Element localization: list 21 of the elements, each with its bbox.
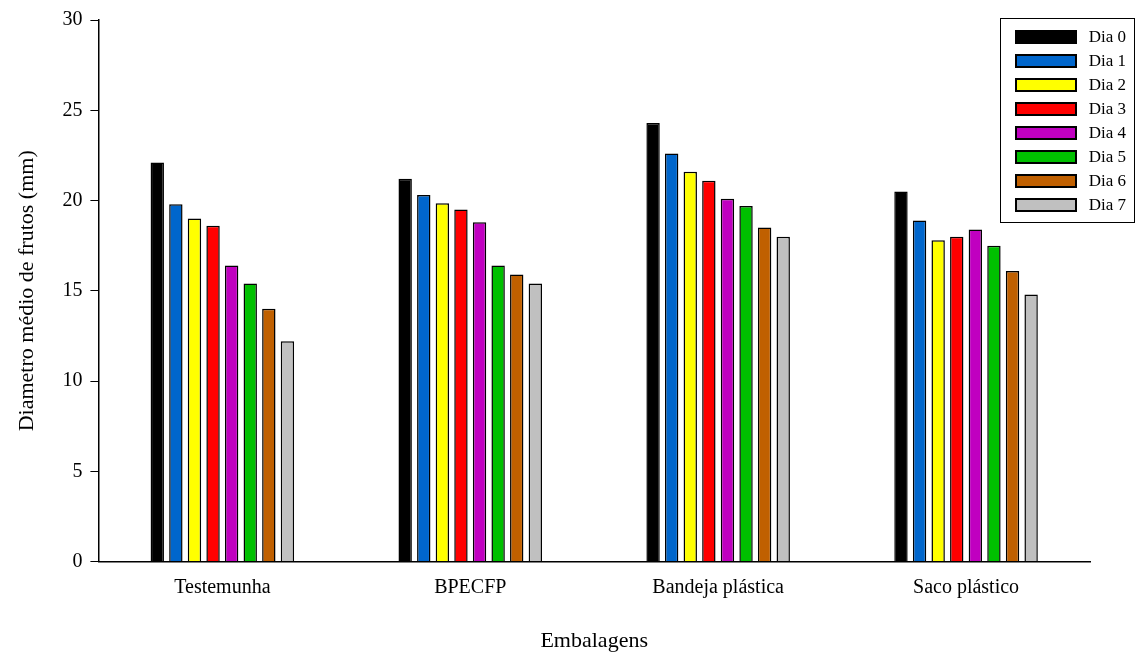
y-axis-title: Diametro médio de frutos (mm) xyxy=(12,150,38,432)
y-tick-label: 10 xyxy=(62,368,83,391)
legend-label: Dia 5 xyxy=(1088,147,1126,167)
legend-label: Dia 6 xyxy=(1088,171,1126,191)
legend-label: Dia 7 xyxy=(1088,195,1126,215)
x-tick-label: BPECFP xyxy=(434,574,507,597)
legend-label: Dia 1 xyxy=(1088,51,1126,71)
x-tick-label: Saco plástico xyxy=(913,574,1020,598)
x-tick-label: Testemunha xyxy=(174,574,271,597)
legend-label: Dia 3 xyxy=(1088,99,1126,119)
y-tick-label: 20 xyxy=(62,187,83,210)
y-tick-label: 30 xyxy=(62,7,83,30)
x-axis-title: Embalagens xyxy=(540,626,648,652)
x-tick-label: Bandeja plástica xyxy=(652,574,785,598)
legend-label: Dia 2 xyxy=(1088,75,1126,95)
y-tick-label: 25 xyxy=(62,97,83,120)
y-tick-label: 15 xyxy=(62,278,83,301)
y-tick-label: 0 xyxy=(72,548,83,571)
y-tick-label: 5 xyxy=(72,458,83,481)
legend-label: Dia 0 xyxy=(1088,27,1126,47)
legend-label: Dia 4 xyxy=(1088,123,1126,143)
